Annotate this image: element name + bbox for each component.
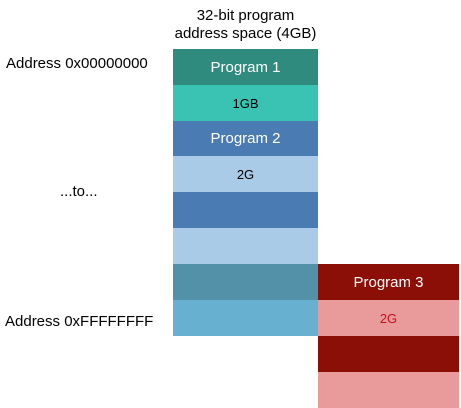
title-line-1: 32-bit program: [196, 7, 295, 24]
title-line-2: address space (4GB): [174, 25, 317, 42]
program-3-size-label: 2G: [379, 310, 398, 326]
program-2-label: Program 2: [210, 130, 281, 147]
program-1-size-block: 1GB: [173, 85, 318, 121]
program-2-segment-dark: [173, 192, 318, 228]
start-address-label: Address 0x00000000: [6, 55, 148, 72]
program-2-size-label: 2G: [236, 166, 255, 182]
program-2-segment-light: [173, 228, 318, 264]
program-3-segment-light: [318, 372, 459, 408]
ellipsis-label: ...to...: [60, 183, 98, 200]
program-3-block: Program 3: [318, 264, 459, 300]
program-3-label: Program 3: [353, 273, 424, 291]
program-3-segment-dark: [318, 336, 459, 372]
overlap-segment-dark: [173, 264, 318, 300]
program-1-size-label: 1GB: [232, 95, 259, 111]
program-1-block: Program 1: [173, 49, 318, 85]
diagram-title: 32-bit program address space (4GB): [173, 7, 318, 43]
program-2-size-block: 2G: [173, 156, 318, 192]
program-3-size-block: 2G: [318, 300, 459, 336]
end-address-label: Address 0xFFFFFFFF: [5, 313, 154, 330]
program-2-block: Program 2: [173, 121, 318, 156]
program-1-label: Program 1: [210, 58, 281, 76]
overlap-segment-light: [173, 300, 318, 336]
